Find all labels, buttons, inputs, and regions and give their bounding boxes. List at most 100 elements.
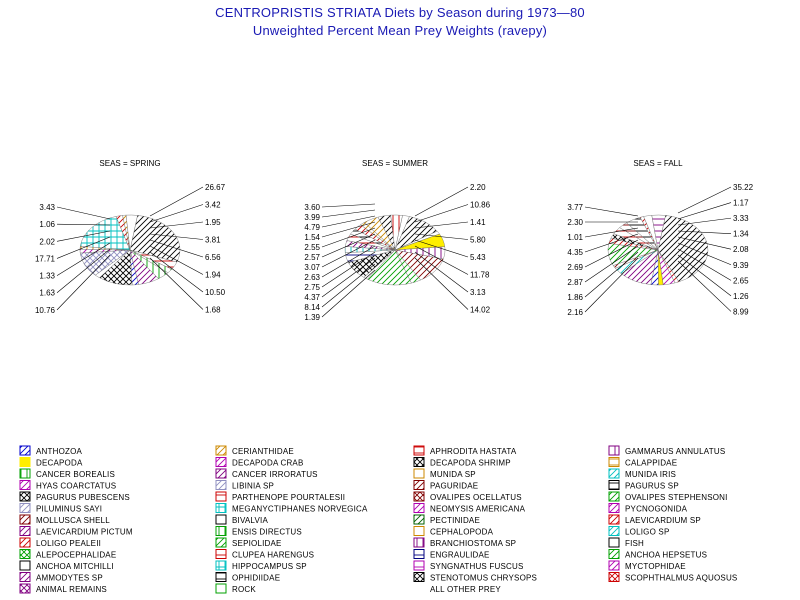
leader-line bbox=[584, 239, 639, 268]
legend-label: SEPIOLIDAE bbox=[232, 539, 282, 548]
slice-label: 8.99 bbox=[733, 307, 749, 316]
legend-item: PAGURIDAE bbox=[413, 480, 478, 491]
slice-label: 4.79 bbox=[304, 223, 320, 232]
legend-label: OVALIPES OCELLATUS bbox=[430, 493, 522, 502]
legend-item: AMMODYTES SP bbox=[19, 572, 103, 583]
slice-label: 3.33 bbox=[733, 214, 749, 223]
legend-label: DECAPODA bbox=[36, 459, 83, 468]
legend-item: MUNIDA SP bbox=[413, 468, 476, 479]
legend-swatch bbox=[608, 457, 620, 467]
leader-line bbox=[414, 186, 469, 217]
legend-label: PAGURUS SP bbox=[625, 482, 679, 491]
slice-label: 1.39 bbox=[304, 313, 320, 322]
legend-swatch bbox=[19, 514, 31, 525]
legend-label: PYCNOGONIDA bbox=[625, 505, 688, 514]
legend-item: PAGURUS PUBESCENS bbox=[19, 491, 130, 502]
legend-swatch bbox=[413, 583, 425, 594]
legend-label: ANCHOA MITCHILLI bbox=[36, 562, 114, 571]
slice-label: 2.08 bbox=[733, 245, 749, 254]
legend-item: CANCER BOREALIS bbox=[19, 468, 115, 479]
leader-line bbox=[677, 230, 732, 234]
leader-line bbox=[584, 227, 639, 238]
slice-label: 2.30 bbox=[567, 218, 583, 227]
leader-line bbox=[56, 223, 111, 226]
legend-item: DECAPODA SHRIMP bbox=[413, 457, 511, 468]
slice-label: 2.02 bbox=[39, 237, 55, 246]
legend-item: ALL OTHER PREY bbox=[413, 583, 501, 594]
leader-line bbox=[584, 206, 639, 217]
slice-label: 2.57 bbox=[304, 253, 320, 262]
slice-label: 1.01 bbox=[567, 233, 583, 242]
legend-label: APHRODITA HASTATA bbox=[430, 447, 517, 456]
legend-swatch bbox=[215, 572, 227, 582]
leader-line bbox=[414, 221, 469, 229]
slice-label: 5.80 bbox=[470, 236, 486, 245]
slice-label: 2.63 bbox=[304, 273, 320, 282]
legend-swatch bbox=[413, 503, 425, 513]
slice-label: 26.67 bbox=[205, 183, 226, 192]
legend-swatch bbox=[215, 491, 227, 502]
slice-label: 17.71 bbox=[35, 254, 56, 263]
legend-item: DECAPODA bbox=[19, 457, 83, 468]
legend-label: ANIMAL REMAINS bbox=[36, 585, 107, 594]
legend-swatch bbox=[608, 491, 620, 502]
legend-swatch bbox=[413, 549, 425, 559]
legend-label: NEOMYSIS AMERICANA bbox=[430, 505, 526, 514]
slice-label: 1.54 bbox=[304, 233, 320, 242]
legend-item: CALAPPIDAE bbox=[608, 457, 677, 468]
legend-swatch bbox=[19, 572, 31, 582]
leader-line bbox=[321, 209, 376, 218]
legend-item: MEGANYCTIPHANES NORVEGICA bbox=[215, 503, 368, 514]
legend-swatch bbox=[19, 445, 31, 456]
legend-swatch bbox=[19, 560, 31, 571]
legend-item: OPHIDIIDAE bbox=[215, 572, 280, 583]
legend-label: MUNIDA IRIS bbox=[625, 470, 676, 479]
slice-label: 1.86 bbox=[567, 293, 583, 302]
legend-label: CANCER IRRORATUS bbox=[232, 470, 318, 479]
leader-line bbox=[414, 233, 469, 240]
slice-label: 11.78 bbox=[470, 271, 490, 280]
legend-item: GAMMARUS ANNULATUS bbox=[608, 445, 725, 456]
slice-label: 4.35 bbox=[567, 248, 583, 257]
slice-label: 4.37 bbox=[304, 293, 320, 302]
slice-label: 6.56 bbox=[205, 253, 221, 262]
slice-label: 2.87 bbox=[567, 278, 583, 287]
leader-line bbox=[149, 186, 204, 217]
legend-swatch bbox=[215, 537, 227, 548]
legend-label: CLUPEA HARENGUS bbox=[232, 551, 314, 560]
leader-line bbox=[149, 221, 204, 229]
pie-title: SEAS = FALL bbox=[633, 159, 683, 168]
legend-label: ENSIS DIRECTUS bbox=[232, 528, 302, 537]
legend-item: ENSIS DIRECTUS bbox=[215, 526, 302, 537]
slice-label: 10.50 bbox=[205, 288, 226, 297]
legend-item: OVALIPES OCELLATUS bbox=[413, 491, 522, 502]
slice-label: 1.63 bbox=[39, 289, 55, 298]
legend-label: SCOPHTHALMUS AQUOSUS bbox=[625, 574, 737, 583]
legend-item: SEPIOLIDAE bbox=[215, 537, 282, 548]
legend-item: PYCNOGONIDA bbox=[608, 503, 688, 514]
legend-swatch bbox=[413, 572, 425, 582]
legend-swatch bbox=[215, 583, 227, 594]
leader-line bbox=[321, 221, 376, 238]
slice-label: 3.13 bbox=[470, 288, 486, 297]
legend-label: CALAPPIDAE bbox=[625, 459, 677, 468]
pie-slice bbox=[125, 214, 138, 251]
leader-line bbox=[677, 202, 732, 220]
slice-label: 2.65 bbox=[733, 276, 749, 285]
slice-label: 5.43 bbox=[470, 253, 486, 262]
legend-swatch bbox=[413, 526, 425, 536]
legend-item: DECAPODA CRAB bbox=[215, 457, 303, 468]
pie-chart-1: SEAS = SPRING 3.43 1.06 2.02 17.71 1.33 1.63 10… bbox=[35, 159, 226, 315]
legend-swatch bbox=[215, 480, 227, 490]
legend-swatch bbox=[19, 503, 31, 513]
legend-label: ENGRAULIDAE bbox=[430, 551, 490, 560]
slice-label: 1.68 bbox=[205, 306, 221, 315]
legend-swatch bbox=[215, 468, 227, 479]
legend-item: CERIANTHIDAE bbox=[215, 445, 294, 456]
pie-title: SEAS = SPRING bbox=[99, 159, 160, 168]
legend-swatch bbox=[413, 457, 425, 467]
legend-swatch bbox=[413, 480, 425, 490]
slice-label: 3.77 bbox=[567, 203, 583, 212]
leader-line bbox=[149, 233, 204, 240]
leader-line bbox=[414, 245, 469, 275]
